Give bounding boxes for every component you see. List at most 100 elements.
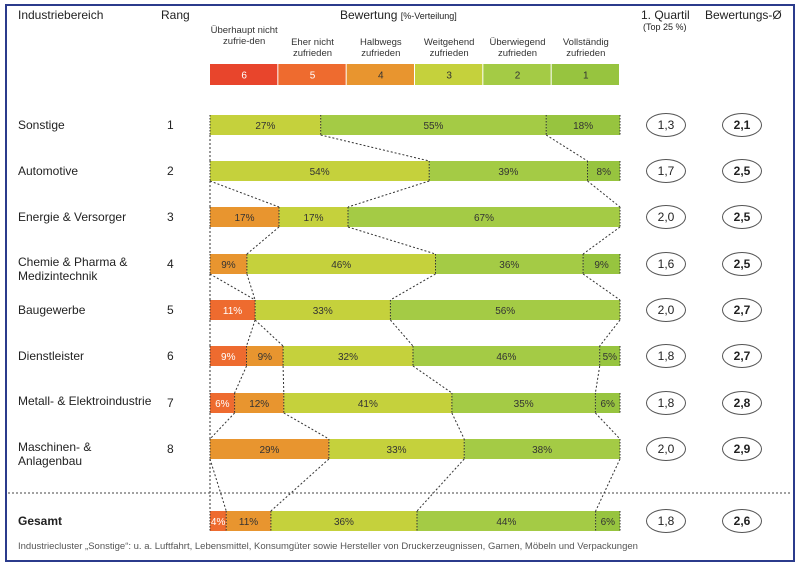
bar-segment (279, 207, 349, 227)
bar-segment (210, 115, 321, 135)
connector-line (246, 273, 256, 301)
bar-value-label: 9% (221, 260, 236, 271)
bar-segment (546, 115, 620, 135)
bar-value-label: 5% (603, 352, 618, 363)
bar-value-label: 9% (221, 352, 236, 363)
average-value: 2,9 (722, 437, 762, 461)
connector-line (283, 412, 330, 440)
bar-value-label: 44% (496, 517, 516, 528)
bar-value-label: 33% (313, 306, 333, 317)
bar-value-label: 56% (495, 306, 515, 317)
quartile-value: 1,8 (646, 509, 686, 533)
bar-value-label: 11% (239, 517, 258, 528)
bar-segment (210, 300, 256, 320)
rank-label: 1 (167, 118, 174, 132)
bar-segment (390, 300, 620, 320)
bar-segment (283, 346, 413, 366)
legend-label: Weitgehend zufrieden (423, 37, 475, 59)
connector-line (209, 180, 280, 208)
industry-label: Baugewerbe (18, 303, 86, 317)
quartile-value: 1,8 (646, 391, 686, 415)
bar-segment (210, 346, 247, 366)
quartile-value: 1,3 (646, 113, 686, 137)
header-rating: Bewertung [%-Verteilung] (340, 8, 457, 22)
connector-line (246, 319, 256, 347)
bar-segment (328, 439, 465, 459)
quartile-value: 1,6 (646, 252, 686, 276)
connector-line (451, 412, 465, 440)
legend-swatch (415, 64, 483, 85)
bar-segment (435, 254, 584, 274)
quartile-value: 1,7 (646, 159, 686, 183)
connector-line (595, 458, 621, 512)
bar-segment (595, 511, 620, 531)
industry-label: Gesamt (18, 514, 63, 528)
bar-value-label: 67% (474, 213, 494, 224)
rank-label: 6 (167, 349, 174, 363)
industry-label: Dienstleister (18, 349, 85, 363)
header-average: Bewertungs-Ø (705, 8, 782, 22)
average-value: 2,7 (722, 344, 762, 368)
bar-segment (429, 161, 588, 181)
bar-value-label: 33% (387, 445, 407, 456)
bar-segment (210, 207, 280, 227)
bar-segment (283, 393, 452, 413)
bar-segment (599, 346, 620, 366)
legend-grade: 5 (310, 71, 316, 82)
industry-label: Energie & Versorger (18, 210, 127, 224)
header-quartile: 1. Quartil (641, 8, 690, 22)
connector-line (390, 273, 436, 301)
bar-segment (210, 161, 430, 181)
bar-value-label: 32% (338, 352, 358, 363)
connector-line (582, 273, 621, 301)
bar-value-label: 46% (331, 260, 351, 271)
bar-value-label: 6% (600, 399, 615, 410)
bar-segment (270, 511, 418, 531)
connector-line (390, 319, 414, 347)
bar-segment (210, 511, 227, 531)
bar-segment (587, 161, 620, 181)
industry-label: Sonstige (18, 118, 65, 132)
bar-segment (210, 439, 329, 459)
header-quartile-sub: (Top 25 %) (643, 22, 687, 32)
connector-line (582, 226, 621, 255)
connector-line (545, 134, 588, 162)
bar-segment (417, 511, 596, 531)
quartile-value: 2,0 (646, 205, 686, 229)
bar-value-label: 12% (249, 399, 269, 410)
bar-value-label: 29% (259, 445, 279, 456)
bar-value-label: 17% (304, 213, 324, 224)
legend-label: Halbwegs zufrieden (359, 37, 402, 59)
average-value: 2,1 (722, 113, 762, 137)
bar-segment (348, 207, 620, 227)
bar-value-label: 27% (255, 121, 275, 132)
quartile-value: 1,8 (646, 344, 686, 368)
legend-label: Überhaupt nicht zufrie-den (210, 25, 278, 47)
connector-line (595, 412, 621, 440)
connector-line (209, 458, 227, 512)
bar-value-label: 8% (597, 167, 612, 178)
legend-swatch (551, 64, 619, 85)
average-value: 2,5 (722, 205, 762, 229)
connector-line (282, 365, 285, 394)
bar-segment (234, 393, 284, 413)
legend-swatch (483, 64, 551, 85)
connector-line (209, 412, 235, 440)
connector-line (254, 319, 284, 347)
bar-value-label: 54% (310, 167, 330, 178)
average-value: 2,8 (722, 391, 762, 415)
bar-value-label: 18% (573, 121, 593, 132)
legend-label: Vollständig zufrieden (562, 37, 609, 59)
bar-value-label: 55% (423, 121, 443, 132)
industry-label: Chemie & Pharma & Medizintechnik (18, 255, 128, 283)
average-value: 2,5 (722, 159, 762, 183)
bar-value-label: 36% (499, 260, 519, 271)
legend-label: Überwiegend zufrieden (489, 37, 546, 59)
header-rating-sub: [%-Verteilung] (400, 11, 457, 21)
connector-line (234, 365, 247, 394)
connector-line (416, 458, 465, 512)
legend-grade: 4 (378, 71, 384, 82)
bar-segment (451, 393, 596, 413)
average-value: 2,6 (722, 509, 762, 533)
